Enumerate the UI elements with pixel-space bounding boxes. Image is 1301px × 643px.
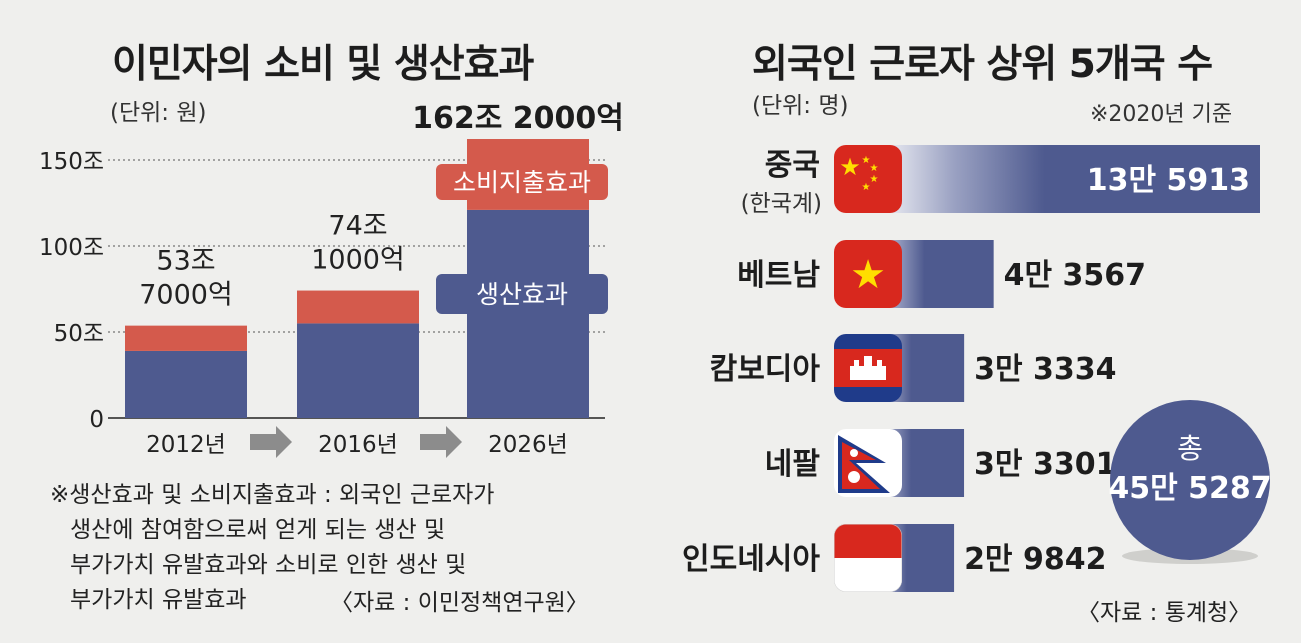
value-label: 13만 5913 (1087, 163, 1250, 198)
note-line-1: ※생산효과 및 소비지출효과 : 외국인 근로자가 (50, 482, 495, 508)
bar-consumption (297, 290, 419, 324)
total-label: 1000억 (311, 245, 405, 276)
value-label: 3만 3301 (974, 447, 1116, 482)
svg-text:★: ★ (870, 163, 879, 174)
svg-text:★: ★ (870, 174, 879, 185)
value-label: 2만 9842 (964, 542, 1106, 577)
total-circle (1110, 400, 1270, 560)
china-flag-icon: ★ ★★★★ (834, 145, 902, 213)
right-chart-basis: ※2020년 기준 (1090, 102, 1233, 127)
bar-production (297, 323, 419, 418)
left-chart-unit: (단위: 원) (110, 100, 207, 126)
total-label: 총 (1177, 432, 1203, 465)
series-label-box (436, 274, 608, 314)
indonesia-flag-icon (834, 524, 902, 592)
svg-text:★: ★ (839, 153, 861, 181)
left-source: 〈자료 : 이민정책연구원〉 (330, 590, 589, 616)
note-line-3: 부가가치 유발효과와 소비로 인한 생산 및 (70, 552, 467, 578)
y-tick-label: 100조 (39, 235, 104, 261)
category-label: 네팔 (765, 447, 821, 482)
left-chart-title: 이민자의 소비 및 생산효과 (112, 42, 534, 87)
arrow-icon (420, 426, 462, 458)
note-line-4: 부가가치 유발효과 (70, 587, 247, 613)
category-label: 중국 (765, 148, 820, 183)
value-label: 3만 3334 (974, 352, 1116, 387)
total-label: 7000억 (139, 280, 233, 311)
svg-text:★: ★ (850, 252, 886, 298)
bar-china (868, 145, 1260, 213)
bar-consumption (125, 325, 247, 351)
value-label: 4만 3567 (1004, 258, 1146, 293)
total-label: 162조 2000억 (412, 101, 624, 136)
category-label: 캄보디아 (710, 352, 821, 387)
svg-text:★: ★ (862, 155, 871, 166)
right-chart-unit: (단위: 명) (752, 93, 849, 119)
y-tick-label: 150조 (39, 149, 104, 175)
cambodia-flag-icon (834, 334, 902, 402)
vietnam-flag-icon: ★ (834, 240, 902, 308)
total-label: 74조 (328, 211, 387, 242)
category-sublabel: (한국계) (741, 191, 822, 217)
series-label-box (436, 164, 608, 200)
category-label: 베트남 (737, 258, 820, 293)
x-tick-label: 2012년 (146, 432, 226, 458)
y-tick-label: 50조 (54, 321, 104, 347)
note-line-2: 생산에 참여함으로써 얻게 되는 생산 및 (70, 517, 446, 543)
left-note: ※생산효과 및 소비지출효과 : 외국인 근로자가 생산에 참여함으로써 얻게 … (50, 478, 494, 618)
x-tick-label: 2016년 (318, 432, 398, 458)
bar-production (125, 350, 247, 418)
right-source: 〈자료 : 통계청〉 (1077, 600, 1252, 626)
arrow-icon (250, 426, 292, 458)
right-chart-title: 외국인 근로자 상위 5개국 수 (752, 42, 1213, 87)
nepal-flag-icon (834, 429, 902, 497)
svg-text:★: ★ (862, 182, 871, 193)
total-value: 45만 5287 (1108, 471, 1271, 506)
x-tick-label: 2026년 (488, 432, 568, 458)
y-tick-label: 0 (89, 407, 104, 433)
series-label-consumption: 소비지출효과 (453, 168, 591, 197)
series-label-production: 생산효과 (476, 280, 568, 309)
category-label: 인도네시아 (682, 542, 820, 577)
total-label: 53조 (156, 246, 215, 277)
